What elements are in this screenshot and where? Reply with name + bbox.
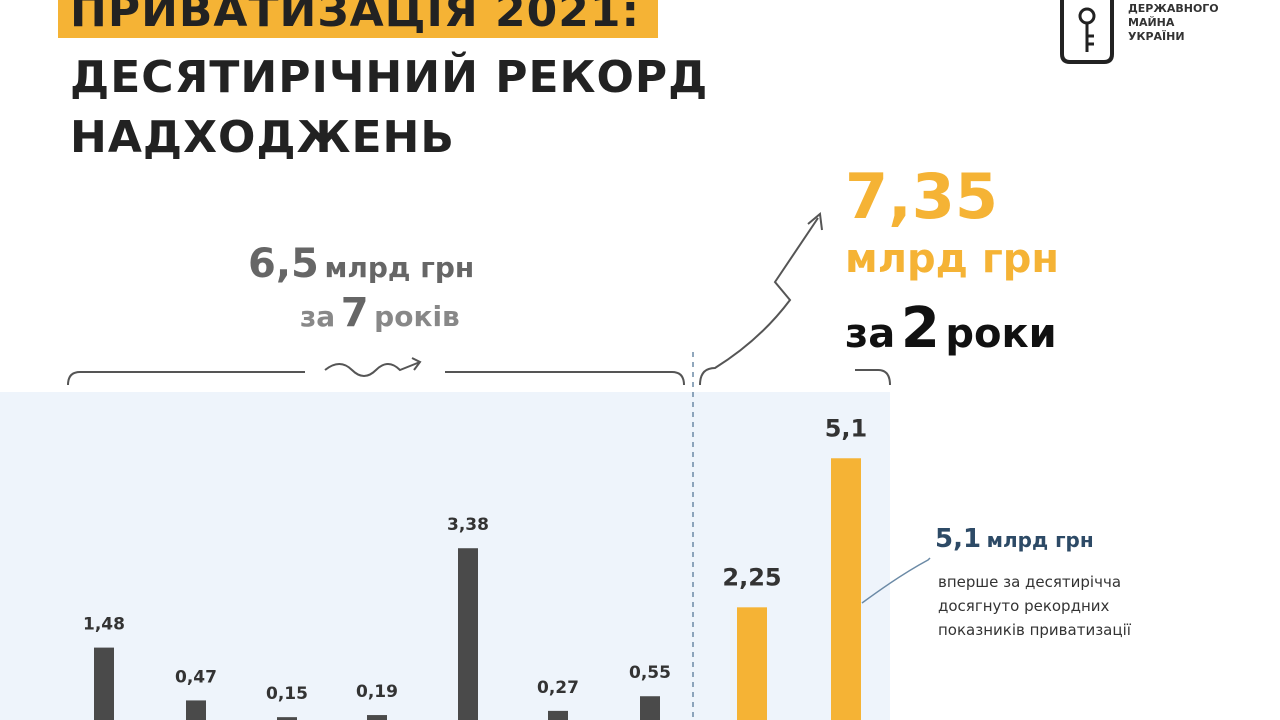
value-label: 2,25 bbox=[722, 563, 781, 591]
right-period: за 2 роки bbox=[845, 296, 1057, 361]
bar bbox=[831, 458, 861, 720]
unit: млрд грн bbox=[987, 528, 1094, 552]
value-label: 0,55 bbox=[629, 663, 671, 683]
bar bbox=[367, 715, 387, 720]
left-annotation: 6,5 млрд грн bbox=[248, 241, 474, 287]
value-label: 3,38 bbox=[447, 515, 489, 535]
value-label: 0,15 bbox=[266, 684, 308, 704]
brace-left bbox=[67, 371, 685, 386]
suffix: роки bbox=[945, 311, 1056, 357]
note-line: показників приватизації bbox=[938, 621, 1132, 639]
logo-text: МАЙНА bbox=[1128, 16, 1175, 29]
note-line: досягнуто рекордних bbox=[938, 597, 1110, 615]
number: 2 bbox=[901, 296, 940, 361]
note-line: вперше за десятирічча bbox=[938, 573, 1121, 591]
right-amount: 7,35 bbox=[845, 160, 998, 233]
bar bbox=[737, 607, 767, 720]
bar bbox=[548, 710, 568, 720]
value-label: 1,48 bbox=[83, 615, 125, 635]
bar bbox=[640, 696, 660, 720]
left-period: за 7 років bbox=[300, 290, 460, 336]
value-label: 0,47 bbox=[175, 667, 217, 687]
amount: 5,1 bbox=[935, 524, 981, 554]
number: 7 bbox=[341, 290, 369, 336]
value-label: 0,19 bbox=[356, 682, 398, 702]
bar bbox=[186, 700, 206, 720]
suffix: років bbox=[374, 300, 460, 333]
logo-text: УКРАЇНИ bbox=[1128, 29, 1185, 43]
title-line: ДЕСЯТИРІЧНИЙ РЕКОРД bbox=[70, 50, 708, 103]
right-unit: млрд грн bbox=[845, 236, 1059, 282]
title-line: НАДХОДЖЕНЬ bbox=[70, 112, 455, 163]
logo-text: ДЕРЖАВНОГО bbox=[1128, 2, 1219, 15]
bar bbox=[94, 647, 114, 720]
value-label: 5,1 bbox=[825, 414, 868, 442]
logo bbox=[1060, 0, 1114, 64]
prefix: за bbox=[300, 300, 335, 333]
brace-right bbox=[855, 369, 891, 386]
lightning-arrow bbox=[699, 212, 823, 386]
title-line: ПРИВАТИЗАЦІЯ 2021: bbox=[70, 0, 640, 37]
title-highlight bbox=[58, 0, 658, 38]
value-label: 0,27 bbox=[537, 678, 579, 698]
squiggle-arrow bbox=[324, 357, 422, 377]
unit: млрд грн bbox=[324, 251, 474, 284]
bar bbox=[277, 717, 297, 720]
prefix: за bbox=[845, 311, 895, 357]
note-leader bbox=[861, 557, 931, 604]
bar bbox=[458, 548, 478, 720]
amount: 6,5 bbox=[248, 241, 319, 287]
note-headline: 5,1 млрд грн bbox=[935, 524, 1094, 554]
